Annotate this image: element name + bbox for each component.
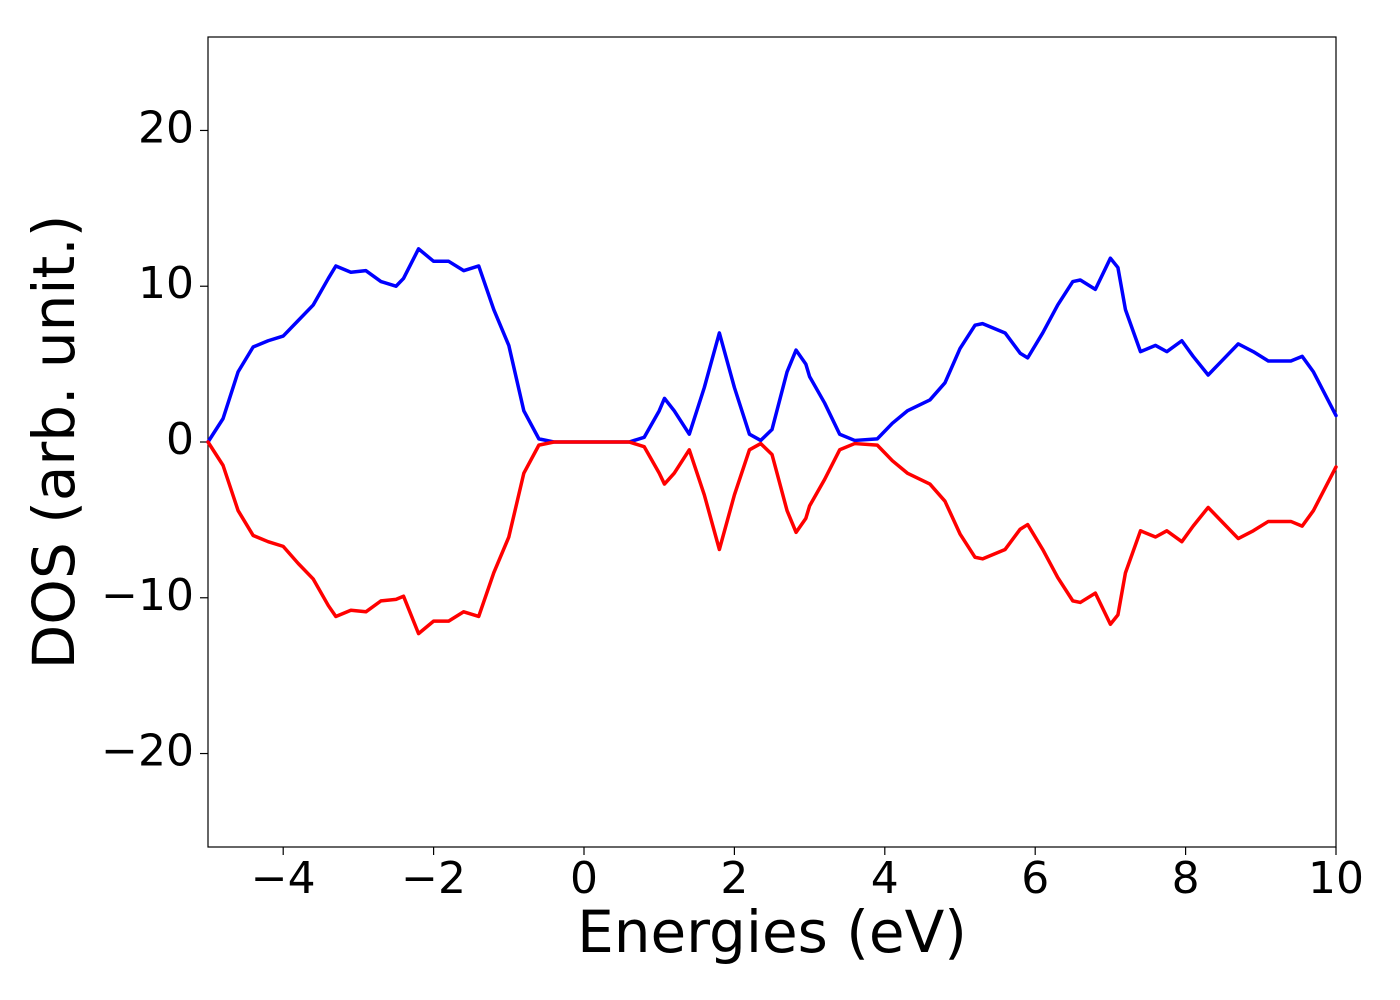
x-tick-label: −4 — [251, 853, 316, 904]
plot-frame — [207, 36, 1337, 848]
x-tick-label: 6 — [1021, 853, 1049, 904]
dos-line — [206, 440, 1338, 636]
y-tick-label: −10 — [101, 570, 194, 621]
x-axis-label: Energies (eV) — [577, 898, 967, 966]
x-tick-label: 0 — [570, 853, 598, 904]
y-tick-label: −20 — [101, 726, 194, 777]
y-tick-label: 0 — [166, 414, 194, 465]
x-tick-label: −2 — [401, 853, 466, 904]
x-tick-label: 4 — [871, 853, 899, 904]
x-tick-label: 8 — [1172, 853, 1200, 904]
y-tick-label: 20 — [138, 102, 194, 153]
y-tick-label: 10 — [138, 258, 194, 309]
y-axis-label: DOS (arb. unit.) — [20, 215, 88, 670]
x-tick-label: 2 — [720, 853, 748, 904]
x-tick-label: 10 — [1308, 853, 1364, 904]
dos-line — [206, 247, 1338, 444]
